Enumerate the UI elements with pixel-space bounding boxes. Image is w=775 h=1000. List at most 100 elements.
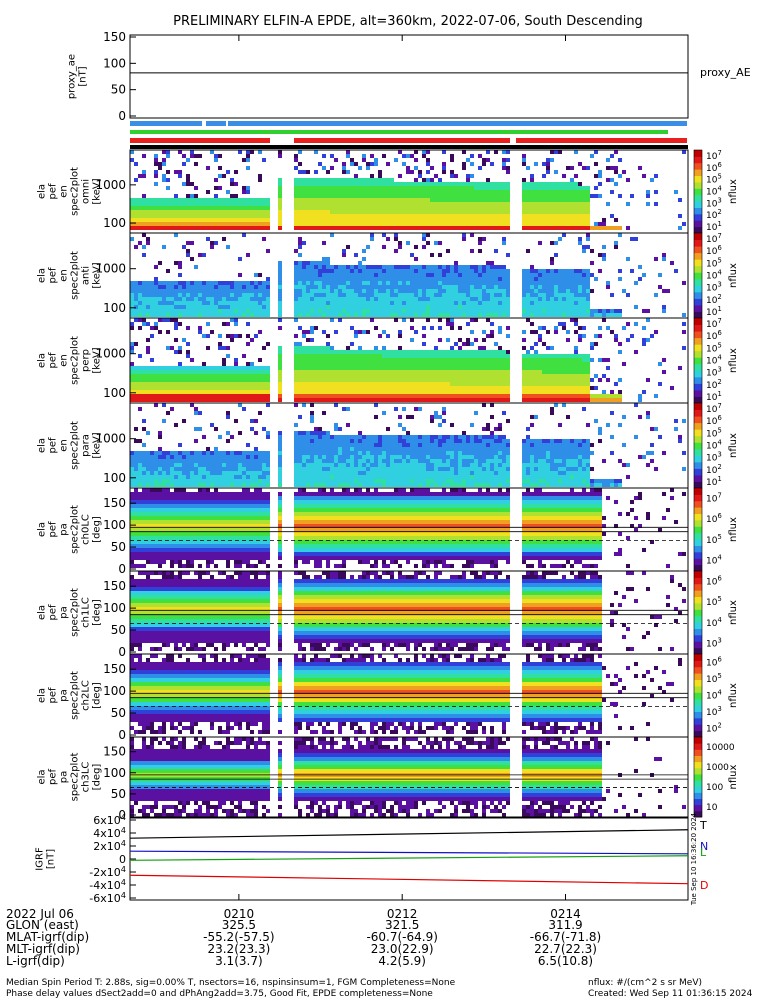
heatmap-cell (294, 198, 298, 202)
heatmap-cell (246, 305, 250, 309)
heatmap-cell (166, 366, 170, 370)
heatmap-cell (306, 386, 310, 390)
heatmap-cell (322, 198, 326, 202)
heatmap-cell (466, 358, 470, 362)
heatmap-cell (226, 305, 230, 309)
heatmap-cell (566, 277, 570, 281)
heatmap-cell (142, 170, 146, 174)
heatmap-cell (218, 154, 222, 158)
heatmap-cell (242, 374, 246, 378)
heatmap-cell (362, 301, 366, 305)
heatmap-cell (350, 281, 354, 285)
heatmap-cell (246, 467, 250, 471)
heatmap-cell (326, 226, 330, 230)
heatmap-cell (570, 309, 574, 313)
heatmap-cell (338, 218, 342, 222)
heatmap-cell (402, 269, 406, 273)
heatmap-cell (390, 354, 394, 358)
heatmap-cell (454, 366, 458, 370)
heatmap-cell (578, 398, 582, 402)
heatmap-cell (234, 419, 238, 423)
heatmap-cell (326, 305, 330, 309)
heatmap-cell (318, 218, 322, 222)
heatmap-cell (562, 233, 566, 237)
heatmap-cell (142, 366, 146, 370)
heatmap-cell (302, 374, 306, 378)
heatmap-cell (278, 467, 282, 471)
heatmap-cell (482, 394, 486, 398)
heatmap-cell (586, 366, 590, 370)
heatmap-cell (322, 154, 326, 158)
heatmap-cell (606, 366, 610, 370)
heatmap-cell (194, 222, 198, 226)
heatmap-cell (362, 178, 366, 182)
heatmap-cell (362, 330, 366, 334)
heatmap-cell (242, 483, 246, 487)
heatmap-cell (342, 301, 346, 305)
heatmap-cell (258, 394, 262, 398)
heatmap-cell (266, 277, 270, 281)
heatmap-cell (494, 374, 498, 378)
heatmap-cell (534, 226, 538, 230)
heatmap-cell (434, 214, 438, 218)
heatmap-cell (362, 354, 366, 358)
heatmap-cell (578, 293, 582, 297)
heatmap-cell (330, 277, 334, 281)
heatmap-cell (562, 386, 566, 390)
heatmap-cell (434, 354, 438, 358)
heatmap-cell (426, 309, 430, 313)
heatmap-cell (350, 374, 354, 378)
heatmap-cell (542, 289, 546, 293)
heatmap-cell (322, 265, 326, 269)
heatmap-cell (130, 479, 134, 483)
heatmap-cell (250, 451, 254, 455)
heatmap-cell (350, 190, 354, 194)
heatmap-cell (546, 162, 550, 166)
heatmap-cell (494, 301, 498, 305)
heatmap-cell (350, 378, 354, 382)
heatmap-cell (318, 354, 322, 358)
heatmap-cell (234, 206, 238, 210)
heatmap-cell (206, 386, 210, 390)
heatmap-cell (230, 475, 234, 479)
heatmap-cell (138, 289, 142, 293)
heatmap-cell (330, 226, 334, 230)
heatmap-cell (130, 305, 134, 309)
heatmap-cell (458, 394, 462, 398)
heatmap-cell (182, 305, 186, 309)
heatmap-cell (170, 451, 174, 455)
heatmap-cell (386, 277, 390, 281)
heatmap-cell (370, 398, 374, 402)
heatmap-cell (402, 285, 406, 289)
heatmap-cell (302, 206, 306, 210)
heatmap-cell (250, 374, 254, 378)
heatmap-cell (562, 218, 566, 222)
heatmap-cell (278, 447, 282, 451)
heatmap-cell (430, 285, 434, 289)
heatmap-cell (378, 285, 382, 289)
heatmap-cell (230, 374, 234, 378)
heatmap-cell (142, 463, 146, 467)
heatmap-cell (310, 269, 314, 273)
heatmap-cell (578, 382, 582, 386)
heatmap-cell (306, 198, 310, 202)
heatmap-cell (410, 186, 414, 190)
heatmap-cell (266, 366, 270, 370)
heatmap-cell (370, 281, 374, 285)
heatmap-cell (486, 398, 490, 402)
heatmap-cell (318, 194, 322, 198)
heatmap-cell (366, 222, 370, 226)
heatmap-cell (166, 269, 170, 273)
heatmap-cell (414, 206, 418, 210)
heatmap-cell (462, 237, 466, 241)
heatmap-cell (574, 198, 578, 202)
heatmap-cell (190, 297, 194, 301)
heatmap-cell (422, 202, 426, 206)
heatmap-cell (222, 475, 226, 479)
heatmap-cell (222, 237, 226, 241)
heatmap-cell (186, 479, 190, 483)
heatmap-cell (326, 182, 330, 186)
heatmap-cell (330, 178, 334, 182)
heatmap-cell (238, 390, 242, 394)
heatmap-cell (370, 214, 374, 218)
